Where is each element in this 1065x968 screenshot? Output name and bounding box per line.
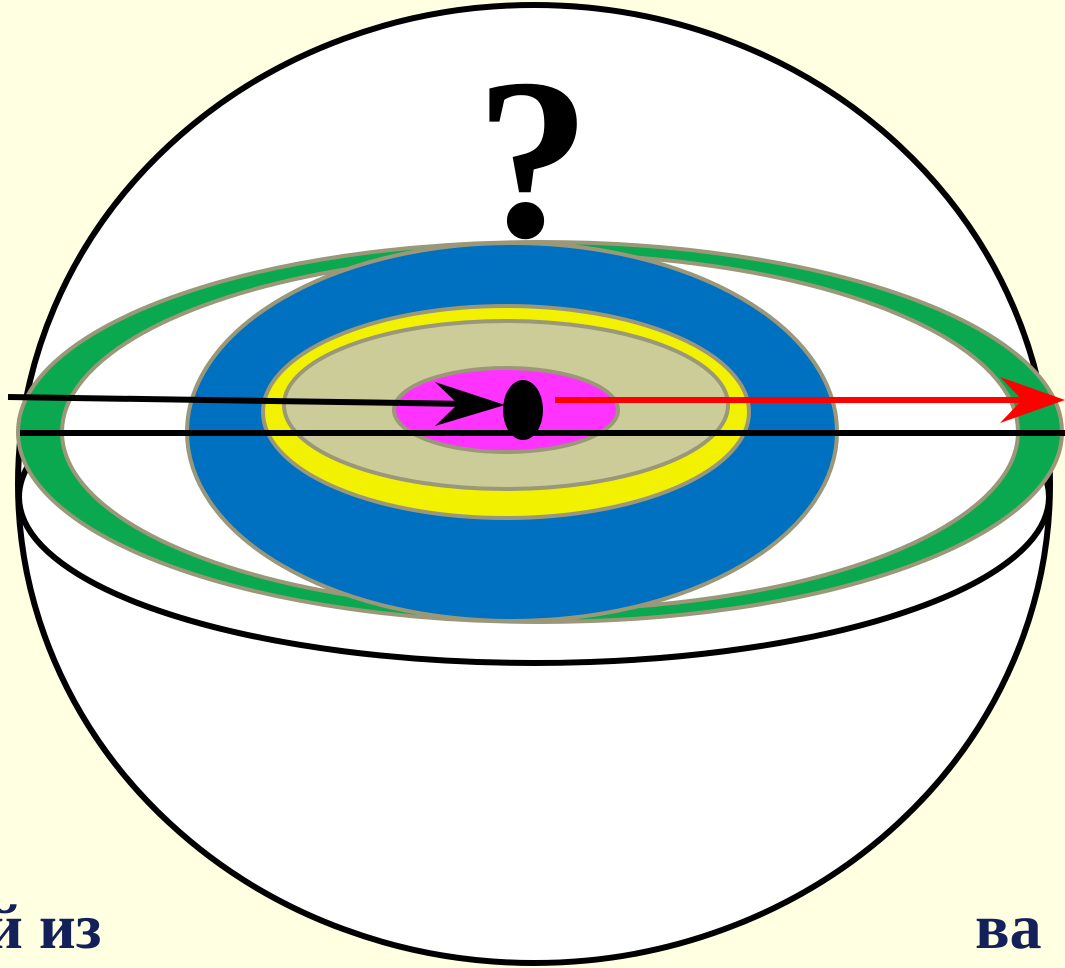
center-dot: [503, 380, 543, 440]
caption-right: ва: [975, 891, 1042, 962]
black-arrowhead: [435, 382, 505, 426]
question-mark: ?: [476, 31, 591, 286]
black-arrow: [7, 394, 471, 407]
caption-left: й из: [0, 891, 101, 962]
red-arrowhead: [1000, 377, 1065, 423]
